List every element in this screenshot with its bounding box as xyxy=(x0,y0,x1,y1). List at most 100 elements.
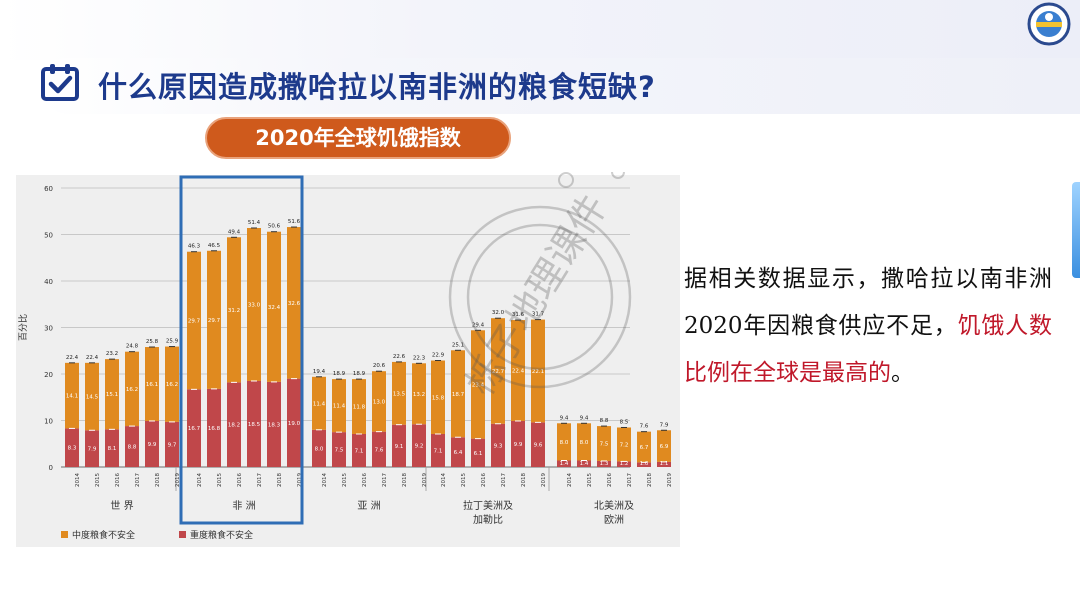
bar-severe-2-2019 xyxy=(412,424,426,467)
data-label-moderate: 32.4 xyxy=(268,305,281,311)
data-label-severe: 6.4 xyxy=(454,450,463,456)
data-label-severe: 9.7 xyxy=(168,442,177,448)
bar-moderate-4-2019 xyxy=(657,430,671,462)
x-tick-year: 2015 xyxy=(342,473,348,487)
data-label-total: 22.3 xyxy=(413,355,426,361)
data-label-severe: 1.1 xyxy=(660,461,669,467)
y-tick-label: 50 xyxy=(44,232,53,240)
data-label-moderate: 23.4 xyxy=(472,382,485,388)
bar-moderate-2-2018 xyxy=(392,361,406,425)
x-tick-year: 2015 xyxy=(95,473,101,487)
bar-severe-1-2014 xyxy=(187,389,201,467)
data-label-severe: 8.3 xyxy=(68,446,77,452)
data-label-severe: 6.1 xyxy=(474,451,483,457)
data-label-severe: 8.8 xyxy=(128,445,137,451)
data-label-severe: 16.8 xyxy=(208,426,221,432)
data-label-total: 31.7 xyxy=(532,312,545,318)
legend-swatch-severe xyxy=(179,531,186,538)
bar-severe-2-2017 xyxy=(372,431,386,467)
bar-moderate-1-2019 xyxy=(287,227,301,379)
x-tick-year: 2014 xyxy=(567,473,573,487)
x-tick-year: 2016 xyxy=(115,473,121,487)
data-label-severe: 19.0 xyxy=(288,421,301,427)
data-label-total: 22.6 xyxy=(393,354,406,360)
data-label-total: 19.4 xyxy=(313,369,326,375)
y-tick-label: 10 xyxy=(44,418,53,426)
data-label-severe: 7.9 xyxy=(88,447,97,453)
data-label-moderate: 32.6 xyxy=(288,301,301,307)
x-tick-year: 2017 xyxy=(257,473,263,487)
data-label-moderate: 6.9 xyxy=(660,444,669,450)
bar-moderate-3-2015 xyxy=(451,350,465,438)
data-label-severe: 18.5 xyxy=(248,422,261,428)
bar-severe-3-2015 xyxy=(451,437,465,467)
data-label-severe: 8.0 xyxy=(315,446,324,452)
legend-label-moderate: 中度粮食不安全 xyxy=(72,529,135,541)
data-label-moderate: 22.1 xyxy=(532,369,544,375)
y-tick-label: 60 xyxy=(44,185,53,193)
bar-severe-0-2014 xyxy=(65,428,79,467)
x-tick-year: 2018 xyxy=(155,473,161,487)
bar-moderate-1-2017 xyxy=(247,227,261,381)
data-label-moderate: 14.5 xyxy=(86,395,99,401)
bar-severe-3-2017 xyxy=(491,423,505,467)
data-label-total: 24.8 xyxy=(126,344,139,350)
bar-severe-2-2015 xyxy=(332,432,346,467)
data-label-severe: 1.3 xyxy=(600,461,609,467)
y-axis-label: 百分比 xyxy=(17,314,29,341)
data-label-severe: 8.1 xyxy=(108,446,117,452)
data-label-moderate: 31.2 xyxy=(228,308,240,314)
bar-moderate-0-2017 xyxy=(125,351,139,427)
bar-moderate-4-2018 xyxy=(637,431,651,463)
data-label-severe: 7.6 xyxy=(375,447,384,453)
data-label-total: 51.6 xyxy=(288,219,301,225)
y-tick-label: 30 xyxy=(44,325,53,333)
data-label-severe: 18.2 xyxy=(228,423,240,429)
bar-severe-4-2014 xyxy=(557,460,571,467)
title-banner xyxy=(40,58,1080,114)
y-tick-label: 20 xyxy=(44,371,53,379)
data-label-total: 29.4 xyxy=(472,322,485,328)
data-label-total: 25.1 xyxy=(452,342,464,348)
bar-moderate-0-2019 xyxy=(165,346,179,422)
data-label-moderate: 18.7 xyxy=(452,392,465,398)
bar-severe-4-2016 xyxy=(597,460,611,467)
x-tick-year: 2014 xyxy=(322,473,328,487)
data-label-total: 23.2 xyxy=(106,351,118,357)
bar-moderate-0-2018 xyxy=(145,347,159,421)
bar-severe-1-2019 xyxy=(287,378,301,467)
x-tick-year: 2015 xyxy=(587,473,593,487)
x-tick-year: 2014 xyxy=(441,473,447,487)
bar-severe-1-2017 xyxy=(247,380,261,467)
chart-title-badge: 2020年全球饥饿指数 xyxy=(205,117,511,159)
bar-moderate-2-2016 xyxy=(352,379,366,434)
bar-moderate-3-2016 xyxy=(471,330,485,439)
data-label-moderate: 15.8 xyxy=(432,395,445,401)
data-label-total: 32.0 xyxy=(492,310,505,316)
description-text: 据相关数据显示，撒哈拉以南非洲2020年因粮食供应不足，饥饿人数比例在全球是最高… xyxy=(684,256,1052,397)
data-label-moderate: 15.1 xyxy=(106,392,118,398)
x-tick-year: 2019 xyxy=(667,473,673,487)
data-label-moderate: 29.7 xyxy=(188,319,201,325)
data-label-moderate: 13.5 xyxy=(393,391,406,397)
bar-moderate-4-2017 xyxy=(617,427,631,462)
x-tick-year: 2018 xyxy=(402,473,408,487)
data-label-moderate: 11.4 xyxy=(333,404,346,410)
bar-moderate-2-2017 xyxy=(372,371,386,432)
data-label-severe: 16.7 xyxy=(188,426,201,432)
page-title: 什么原因造成撒哈拉以南非洲的粮食短缺? xyxy=(98,70,656,104)
bar-moderate-4-2015 xyxy=(577,423,591,461)
top-band xyxy=(0,0,1080,60)
data-label-total: 49.4 xyxy=(228,229,241,235)
bar-moderate-2-2014 xyxy=(312,376,326,430)
legend-label-severe: 重度粮食不安全 xyxy=(190,529,253,541)
data-label-total: 7.6 xyxy=(640,424,649,430)
data-label-total: 18.9 xyxy=(353,371,366,377)
data-label-severe: 9.3 xyxy=(494,443,503,449)
group-label: 非 洲 xyxy=(232,500,255,512)
bar-severe-0-2019 xyxy=(165,421,179,467)
bar-severe-2-2018 xyxy=(392,424,406,467)
x-tick-year: 2014 xyxy=(197,473,203,487)
data-label-severe: 1.2 xyxy=(620,461,629,467)
data-label-total: 9.4 xyxy=(560,415,569,421)
